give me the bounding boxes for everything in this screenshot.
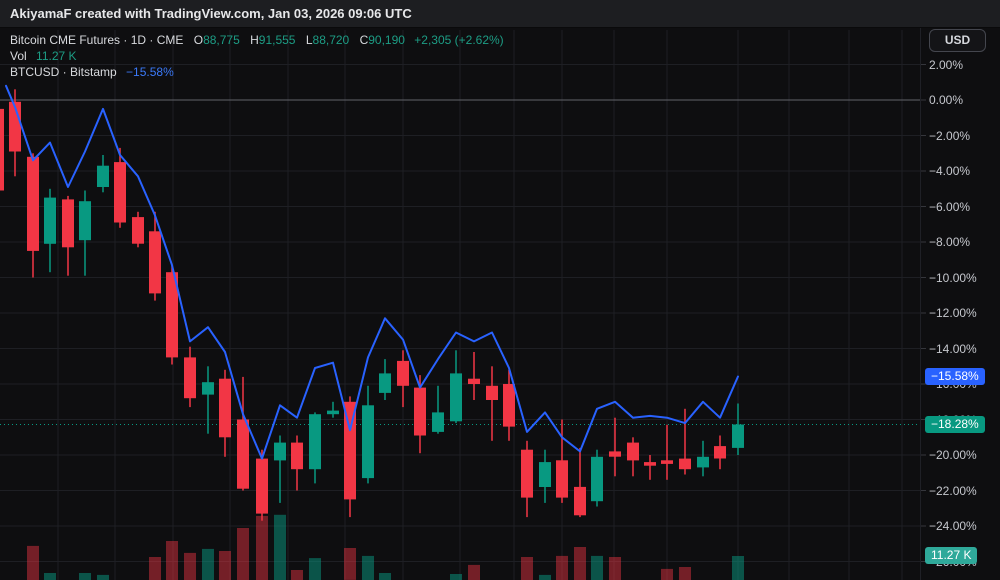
open-value-pair: O88,775 xyxy=(194,33,240,47)
axis-tick-label: −24.00% xyxy=(929,519,977,533)
symbol-title[interactable]: Bitcoin CME Futures · 1D · CME xyxy=(10,33,184,47)
volume-bars xyxy=(27,514,744,580)
compare-line-btcusd xyxy=(5,84,739,460)
volume-label[interactable]: Vol xyxy=(10,49,27,63)
close-label: C xyxy=(359,33,369,47)
low-label: L xyxy=(305,33,313,47)
compare-change-value: −15.58% xyxy=(126,65,174,79)
axis-tick-label: −10.00% xyxy=(929,270,977,285)
candles xyxy=(0,89,744,521)
open-value: 88,775 xyxy=(203,33,240,47)
open-label: O xyxy=(193,33,204,47)
compare-last-label: −15.58% xyxy=(925,368,985,386)
attribution-text: AkiyamaF created with TradingView.com, J… xyxy=(10,6,412,21)
axis-tick-label: −4.00% xyxy=(929,164,971,178)
high-value: 91,555 xyxy=(258,33,296,47)
axis-tick-label: −12.00% xyxy=(929,306,977,320)
close-value: 90,190 xyxy=(368,33,405,47)
close-value-pair: C90,190 xyxy=(360,33,405,47)
low-value-pair: L88,720 xyxy=(306,33,349,47)
high-value-pair: H91,555 xyxy=(250,33,295,47)
price-axis[interactable]: 2.00% 0.00% −2.00% −4.00% −6.00% −8.00% −10.00… xyxy=(920,0,1000,580)
axis-tick-label: −2.00% xyxy=(929,128,971,143)
axis-tick-label: −20.00% xyxy=(929,448,977,462)
legend: Bitcoin CME Futures · 1D · CME O88,775 H… xyxy=(10,32,504,80)
compare-symbol-title[interactable]: BTCUSD · Bitstamp xyxy=(10,65,117,79)
axis-tick-label: −6.00% xyxy=(929,199,971,214)
legend-symbol-row: Bitcoin CME Futures · 1D · CME O88,775 H… xyxy=(10,32,504,48)
axis-tick-label: 2.00% xyxy=(929,57,964,72)
attribution-bar: AkiyamaF created with TradingView.com, J… xyxy=(0,0,1000,28)
axis-tick-label: −22.00% xyxy=(929,483,977,498)
low-value: 88,720 xyxy=(312,33,350,47)
axis-tick-label: −8.00% xyxy=(929,235,971,249)
volume-value: 11.27 K xyxy=(36,49,77,63)
series-last-label: −18.28% xyxy=(925,415,985,433)
axis-tick-label: 0.00% xyxy=(929,93,964,107)
currency-toggle-button[interactable]: USD xyxy=(929,29,986,52)
volume-last-label: 11.27 K xyxy=(925,546,978,564)
high-label: H xyxy=(250,33,259,47)
legend-volume-row: Vol 11.27 K xyxy=(10,48,504,64)
grid xyxy=(0,28,926,580)
change-value: +2,305 (+2.62%) xyxy=(414,33,504,47)
axis-tick-label: −14.00% xyxy=(929,341,977,356)
legend-compare-row: BTCUSD · Bitstamp −15.58% xyxy=(10,64,504,80)
